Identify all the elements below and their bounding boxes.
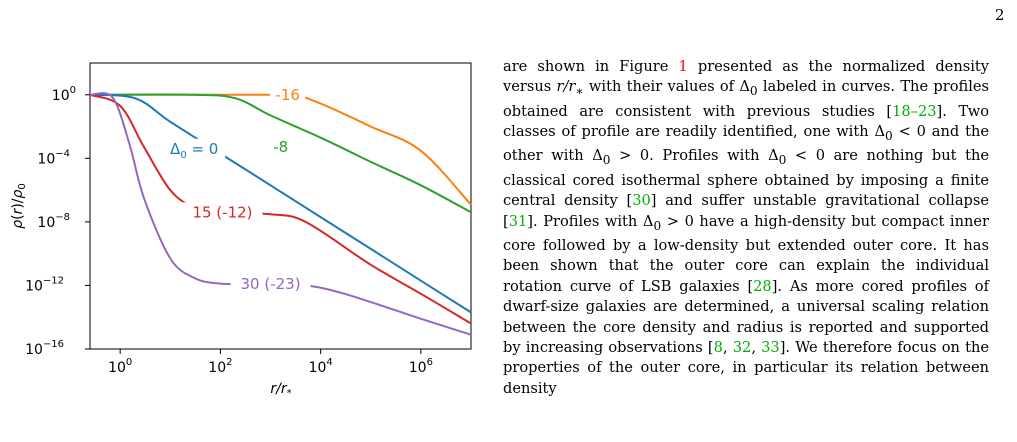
- y-tick-label: 10−8: [37, 212, 70, 231]
- x-tick-label: 106: [409, 357, 433, 376]
- series-label-background: [267, 137, 294, 158]
- figure-link[interactable]: 1: [678, 58, 688, 75]
- x-tick-label: 100: [108, 357, 132, 376]
- series-label-background: [230, 274, 311, 295]
- series-label-4: 30 (-23): [240, 275, 300, 293]
- series-label-background: [182, 202, 263, 223]
- citation-link[interactable]: 8: [713, 338, 723, 356]
- series-line-1: [89, 93, 472, 214]
- citation-link[interactable]: 28: [753, 277, 772, 295]
- y-tick-label: 10−16: [25, 339, 64, 358]
- y-axis-label: ρ(r)/ρ0: [10, 183, 28, 229]
- plot-area: -16 -8 Δ0 = 0 15 (-12) 30 (-23): [89, 62, 472, 350]
- chart-curves: [89, 92, 472, 336]
- series-label-3: 15 (-12): [192, 203, 252, 221]
- y-tick-label: 10−12: [25, 275, 64, 294]
- series-label-background: [270, 84, 306, 105]
- series-label-background: [163, 138, 226, 159]
- series-label-2: Δ0 = 0: [170, 140, 218, 161]
- y-tick-label: 100: [52, 85, 76, 104]
- x-axis-label: r/r*: [270, 381, 291, 399]
- citation-link[interactable]: 31: [508, 212, 528, 230]
- series-label-0: -16: [275, 86, 300, 104]
- body-text: are shown in Figure 1 presented as the n…: [503, 58, 990, 397]
- citation-link[interactable]: 30: [632, 192, 651, 210]
- curve-labels: -16 -8 Δ0 = 0 15 (-12) 30 (-23): [163, 84, 311, 295]
- page-number: 2: [995, 6, 1005, 24]
- series-line-4: [89, 92, 472, 336]
- series-label-1: -8: [273, 138, 288, 156]
- citation-link[interactable]: 32: [732, 338, 752, 356]
- y-tick-label: 10−4: [37, 148, 70, 167]
- density-profile-chart: -16 -8 Δ0 = 0 15 (-12) 30 (-23) 100 102 104 106…: [10, 62, 472, 399]
- citation-link[interactable]: 33: [761, 338, 780, 356]
- y-axis-ticks: 100 10−4 10−8 10−12 10−16: [25, 85, 90, 358]
- plot-frame: [89, 62, 472, 350]
- x-tick-label: 104: [309, 357, 333, 376]
- citation-link[interactable]: 18–23: [892, 102, 937, 120]
- series-line-2: [89, 93, 472, 314]
- x-axis-ticks: 100 102 104 106: [108, 349, 433, 376]
- x-tick-label: 102: [208, 357, 232, 376]
